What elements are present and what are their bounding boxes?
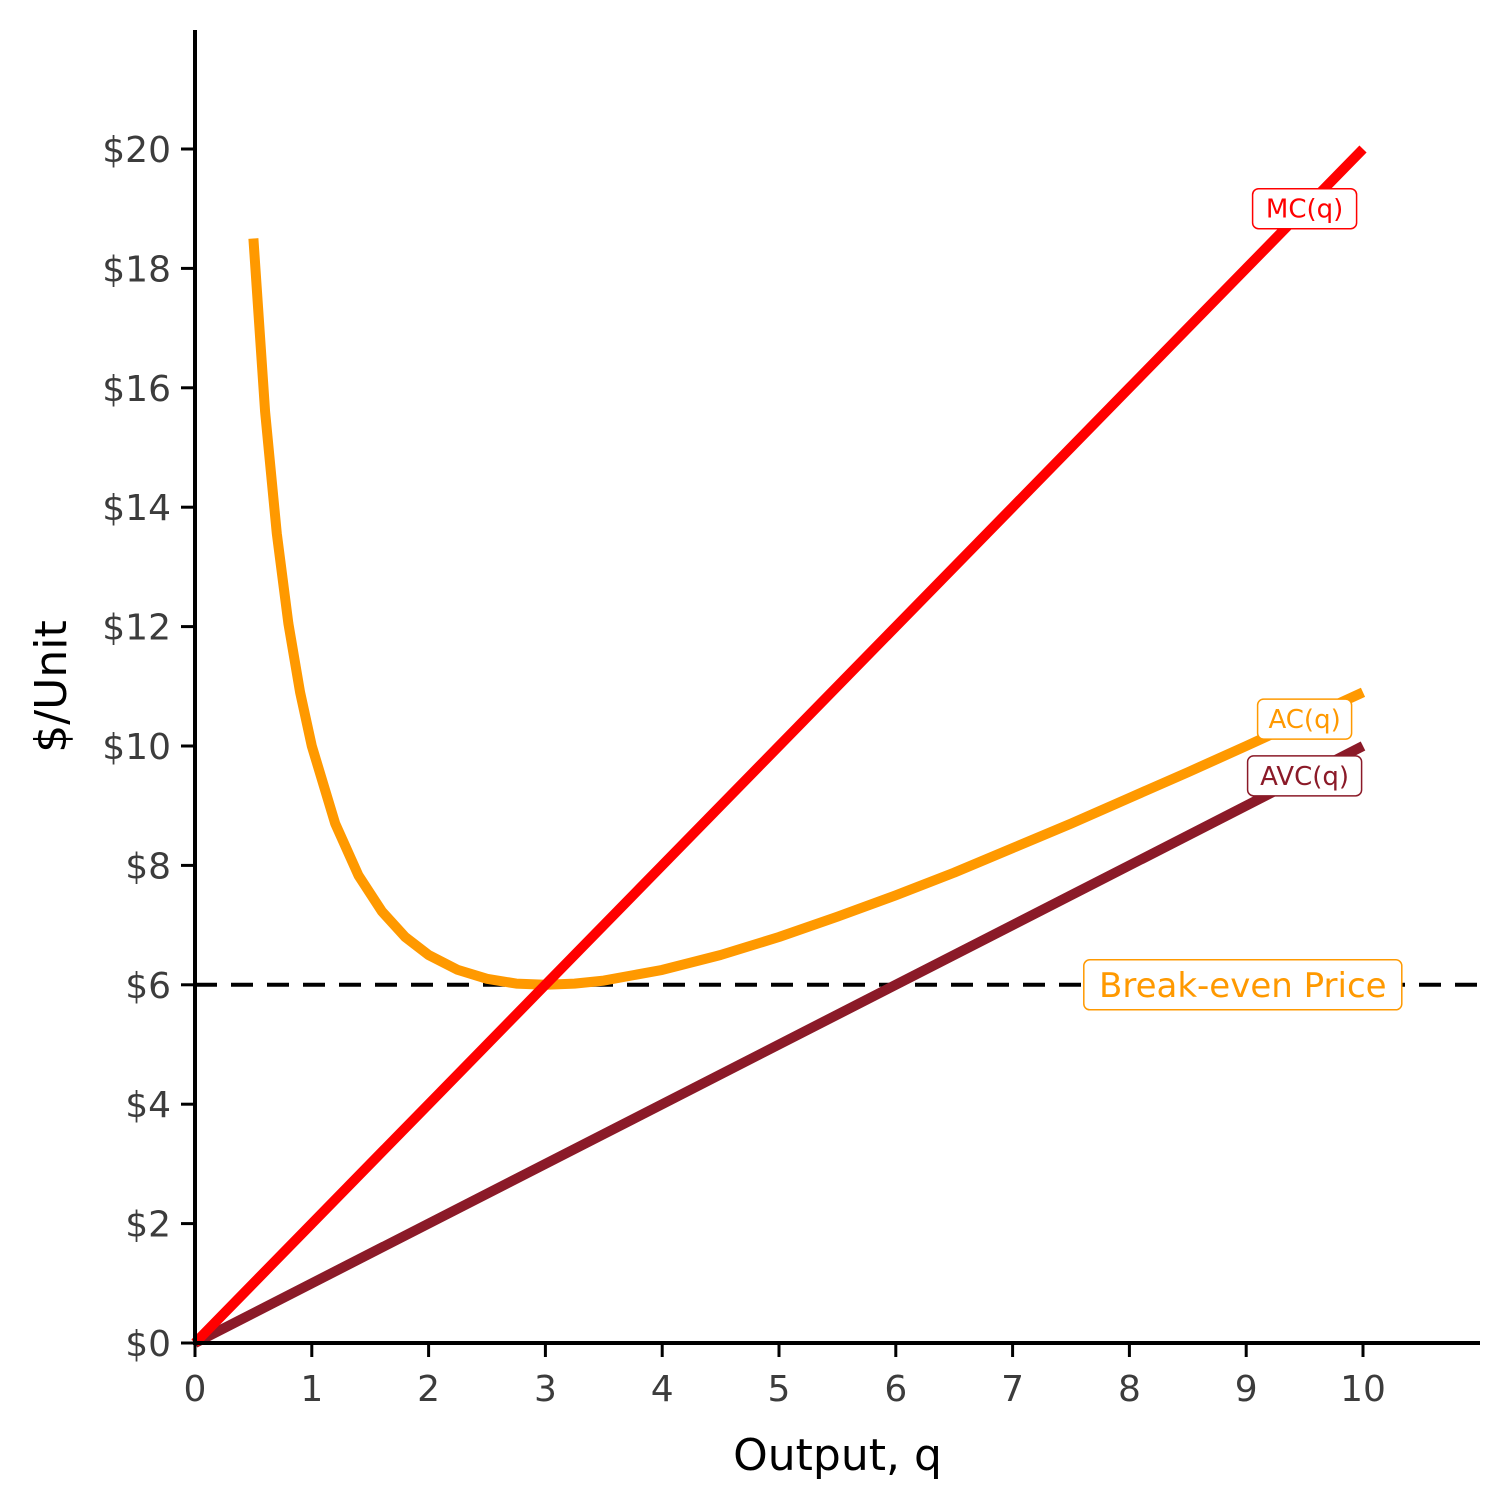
x-tick-label: 8 [1118,1369,1141,1410]
avc-label: AVC(q) [1246,755,1363,797]
y-tick-label: $20 [102,130,171,171]
y-tick-label: $18 [102,249,171,290]
x-tick-label: 4 [651,1369,674,1410]
x-tick-label: 1 [300,1369,323,1410]
y-axis-title: $/Unit [26,620,77,752]
y-tick-label: $14 [102,488,171,529]
x-tick-label: 6 [884,1369,907,1410]
ac-label: AC(q) [1256,698,1353,740]
x-tick-label: 9 [1235,1369,1258,1410]
break-even-label: Break-even Price [1083,959,1403,1011]
axes [193,30,1480,1345]
break-even-label-box [1083,959,1403,1011]
series-label-box [1251,187,1358,230]
y-tick-label: $8 [125,846,171,887]
x-tick-label: 7 [1001,1369,1024,1410]
avc-line [192,741,1366,1348]
y-tick-label: $4 [125,1085,171,1126]
x-tick-label: 10 [1340,1369,1386,1410]
series-labels: Break-even Price MC(q) AC(q) AVC(q) [1083,187,1403,1011]
y-tick-label: $16 [102,369,171,410]
x-axis-title: Output, q [733,1430,942,1481]
x-tick-label: 0 [184,1369,207,1410]
y-tick-label: $0 [125,1324,171,1365]
axis-ticks: 0 1 2 3 4 5 6 7 8 9 10 $0 $2 $4 $6 $8 $10 $12 $14 $16 $18 $20 [102,130,1386,1410]
mc-line [191,145,1367,1347]
y-tick-label: $10 [102,727,171,768]
y-tick-label: $6 [125,966,171,1007]
series-label-text: AVC(q) [1260,762,1349,792]
break-even-label-text: Break-even Price [1099,966,1387,1006]
series-label-text: AC(q) [1268,705,1340,735]
ac-line [248,238,1366,990]
series-lines [191,145,1367,1348]
series-label-box [1256,698,1353,740]
x-tick-label: 2 [417,1369,440,1410]
x-tick-label: 5 [768,1369,791,1410]
x-tick-label: 3 [534,1369,557,1410]
series-label-text: MC(q) [1266,195,1343,225]
y-tick-label: $12 [102,608,171,649]
y-tick-label: $2 [125,1205,171,1246]
mc-label: MC(q) [1251,187,1358,230]
series-label-box [1246,755,1363,797]
